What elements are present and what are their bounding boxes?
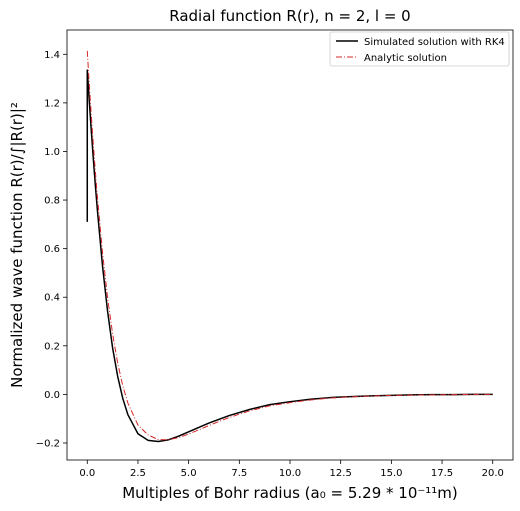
- legend-label-analytic: Analytic solution: [364, 53, 447, 64]
- plot-border: [66, 29, 514, 461]
- y-tick-label: 0.2: [44, 341, 60, 352]
- x-tick-label: 12.5: [330, 468, 352, 479]
- x-axis-ticks: 0.0 2.5 5.0 7.5 10.0 12.5 15.0 17.5 20.0: [79, 460, 504, 479]
- y-tick-label: 0.8: [44, 196, 60, 207]
- x-tick-label: 5.0: [181, 468, 197, 479]
- y-tick-label: 0.0: [44, 390, 60, 401]
- x-tick-label: 10.0: [279, 468, 301, 479]
- legend: Simulated solution with RK4 Analytic sol…: [329, 31, 510, 67]
- y-tick-label: −0.2: [36, 438, 60, 449]
- x-tick-label: 20.0: [482, 468, 504, 479]
- series-line-analytic: [86, 50, 493, 441]
- legend-box: [329, 31, 510, 67]
- y-axis-label: Normalized wave function R(r)/∫|R(r)|²: [8, 102, 26, 388]
- x-tick-label: 0.0: [79, 468, 95, 479]
- x-tick-label: 17.5: [431, 468, 453, 479]
- x-tick-label: 2.5: [130, 468, 146, 479]
- plot-area: [66, 29, 514, 461]
- x-axis-label: Multiples of Bohr radius (a₀ = 5.29 * 10…: [122, 484, 458, 502]
- x-tick-label: 15.0: [380, 468, 402, 479]
- x-tick-label: 7.5: [231, 468, 247, 479]
- y-tick-label: 1.0: [44, 147, 60, 158]
- y-axis-ticks: −0.2 0.0 0.2 0.4 0.6 0.8 1.0 1.2 1.4: [36, 50, 67, 449]
- legend-label-simulated: Simulated solution with RK4: [364, 37, 505, 48]
- y-tick-label: 1.2: [44, 98, 60, 109]
- series-layer: [86, 50, 493, 443]
- y-tick-label: 1.4: [44, 50, 60, 61]
- y-tick-label: 0.4: [44, 293, 60, 304]
- y-tick-label: 0.6: [44, 244, 60, 255]
- chart-title: Radial function R(r), n = 2, l = 0: [169, 7, 410, 25]
